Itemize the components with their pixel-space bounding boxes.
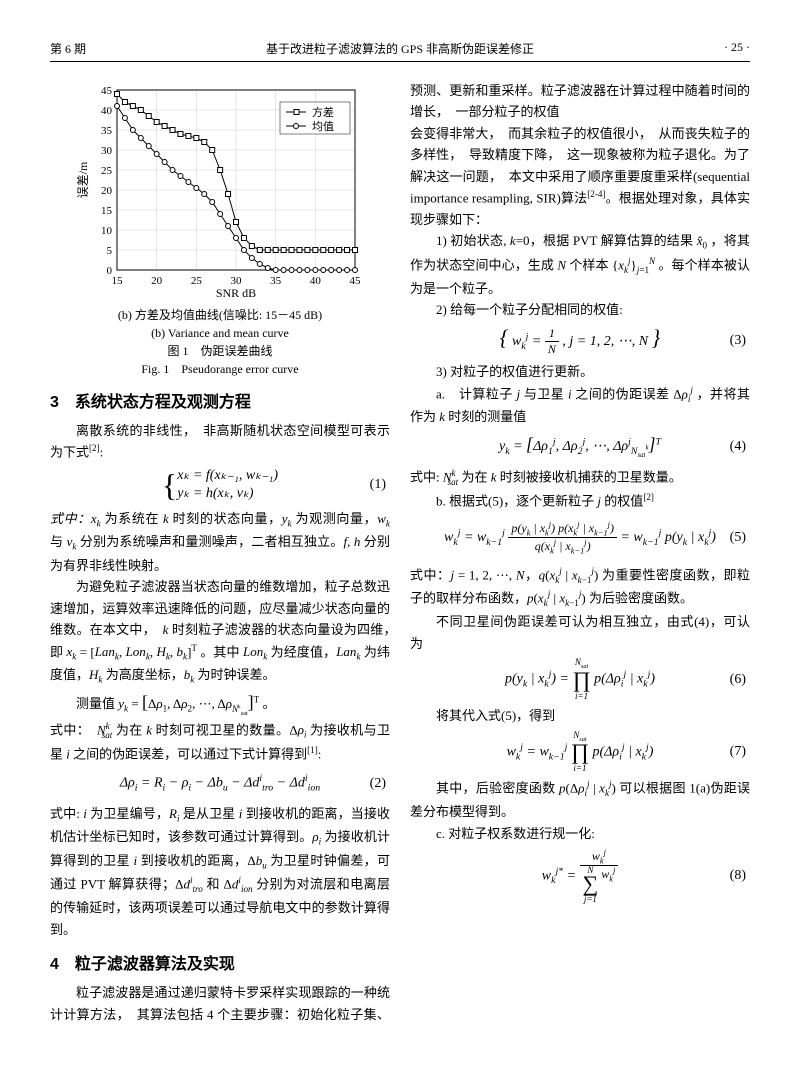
sec3-p5: 式中： Nksat 为在 k 时刻可视卫星的数量。Δρi 为接收机与卫星 i 之… — [50, 719, 390, 765]
chart-svg: 15202530354045051015202530354045SNR dB误差… — [75, 80, 365, 300]
svg-text:40: 40 — [310, 275, 322, 287]
svg-text:35: 35 — [270, 275, 282, 287]
step-c: c. 对粒子权系数进行规一化: — [410, 823, 750, 844]
svg-text:均值: 均值 — [312, 120, 334, 133]
sub-note: 将其代入式(5)，得到 — [410, 705, 750, 726]
svg-text:20: 20 — [101, 185, 113, 197]
svg-text:45: 45 — [350, 275, 362, 287]
equation-2: Δρi = Ri − ρi − Δbu − Δditro − Δdiion (2… — [50, 769, 390, 799]
caption-b-en: (b) Variance and mean curve — [50, 324, 390, 342]
svg-text:10: 10 — [101, 225, 113, 237]
eq5-note: 式中：j = 1, 2, ⋯, N，q(xkj | xk−1j) 为重要性密度函… — [410, 564, 750, 612]
equation-1: { xₖ = f(xₖ₋₁, wₖ₋₁) yₖ = h(xₖ, vₖ) (1) — [50, 467, 390, 503]
svg-text:15: 15 — [112, 275, 124, 287]
paper-title: 基于改进粒子滤波算法的 GPS 非高斯伪距误差修正 — [130, 40, 670, 57]
figure-caption: (b) 方差及均值曲线(信噪比: 15－45 dB) (b) Variance … — [50, 306, 390, 378]
sec3-y: 测量值 yk = [Δρ1, Δρ2, ⋯, ΔρNksat]T 。 — [50, 688, 390, 719]
equation-6: p(yk | xkj) = Nsat∏i=1 p(Δρij | xkj) (6) — [410, 658, 750, 701]
svg-text:25: 25 — [191, 275, 203, 287]
step-1: 1) 初始状态, k=0，根据 PVT 解算估算的结果 x̂0 ，将其作为状态空… — [410, 230, 750, 299]
issue-label: 第 6 期 — [50, 40, 130, 57]
svg-text:0: 0 — [107, 265, 113, 277]
svg-text:15: 15 — [101, 205, 113, 217]
right-p1: 会变得非常大， 而其余粒子的权值很小， 从而丧失粒子的多样性， 导致精度下降， … — [410, 123, 750, 231]
sec3-p1: 离散系统的非线性， 非高斯随机状态空间模型可表示为下式[2]: — [50, 420, 390, 463]
fig-label-en: Fig. 1 Pseudorange error curve — [50, 360, 390, 378]
caption-b-cn: (b) 方差及均值曲线(信噪比: 15－45 dB) — [50, 306, 390, 324]
svg-text:5: 5 — [107, 245, 113, 257]
svg-text:35: 35 — [101, 125, 113, 137]
figure-1b-chart: 15202530354045051015202530354045SNR dB误差… — [50, 80, 390, 300]
section-3-title: 3 系统状态方程及观测方程 — [50, 388, 390, 412]
svg-text:25: 25 — [101, 165, 113, 177]
equation-3: { wkj = 1N , j = 1, 2, ⋯, N } (3) — [410, 325, 750, 357]
page-content: 15202530354045051015202530354045SNR dB误差… — [50, 80, 750, 1050]
svg-text:误差/m: 误差/m — [76, 161, 90, 198]
section-4-title: 4 粒子滤波器算法及实现 — [50, 950, 390, 974]
posterior-note: 其中，后验密度函数 p(Δρij | xkj) 可以根据图 1(a)伪距误差分布… — [410, 777, 750, 822]
step-2: 2) 给每一个粒子分配相同的权值: — [410, 299, 750, 320]
svg-text:45: 45 — [101, 85, 113, 97]
svg-text:方差: 方差 — [312, 105, 334, 119]
equation-7: wkj = wk−1j Nsat∏i=1 p(Δρij | xkj) (7) — [410, 731, 750, 774]
sec3-p2: 式中：xk 为系统在 k 时刻的状态向量，yk 为观测向量，wk 与 vk 分别… — [50, 508, 390, 577]
svg-text:40: 40 — [101, 105, 113, 117]
equation-5: wkj = wk−1j p(yk | xkj) p(xkj | xk−1j)q(… — [410, 516, 750, 560]
sec3-p3: 为避免粒子滤波器当状态向量的维数增加，粒子总数迅速增加，运算效率迅速降低的问题，… — [50, 576, 390, 688]
fig-label-cn: 图 1 伪距误差曲线 — [50, 342, 390, 360]
equation-4: yk = [Δρ1j, Δρ2j, ⋯, ΔρjNsatk]T (4) — [410, 432, 750, 462]
nsat-note: 式中: Nksat 为在 k 时刻被接收机捕获的卫星数量。 — [410, 466, 750, 490]
step-3: 3) 对粒子的权值进行更新。 — [410, 361, 750, 382]
sec3-p6: 式中: i 为卫星编号，Ri 是从卫星 i 到接收机的距离，当接收机估计坐标已知… — [50, 803, 390, 941]
svg-text:SNR dB: SNR dB — [216, 286, 256, 300]
svg-text:30: 30 — [101, 145, 113, 157]
step-a: a. 计算粒子 j 与卫星 i 之间的伪距误差 Δρij ，并将其作为 k 时刻… — [410, 383, 750, 428]
page-number: · 25 · — [670, 40, 750, 57]
ind-note: 不同卫星间伪距误差可认为相互独立，由式(4)，可认为 — [410, 611, 750, 654]
svg-text:20: 20 — [151, 275, 163, 287]
equation-8: wkj* = wkjN∑j=1 wkj (8) — [410, 848, 750, 904]
page-header: 第 6 期 基于改进粒子滤波算法的 GPS 非高斯伪距误差修正 · 25 · — [50, 40, 750, 62]
step-b: b. 根据式(5)，逐个更新粒子 j 的权值[2] — [410, 490, 750, 512]
